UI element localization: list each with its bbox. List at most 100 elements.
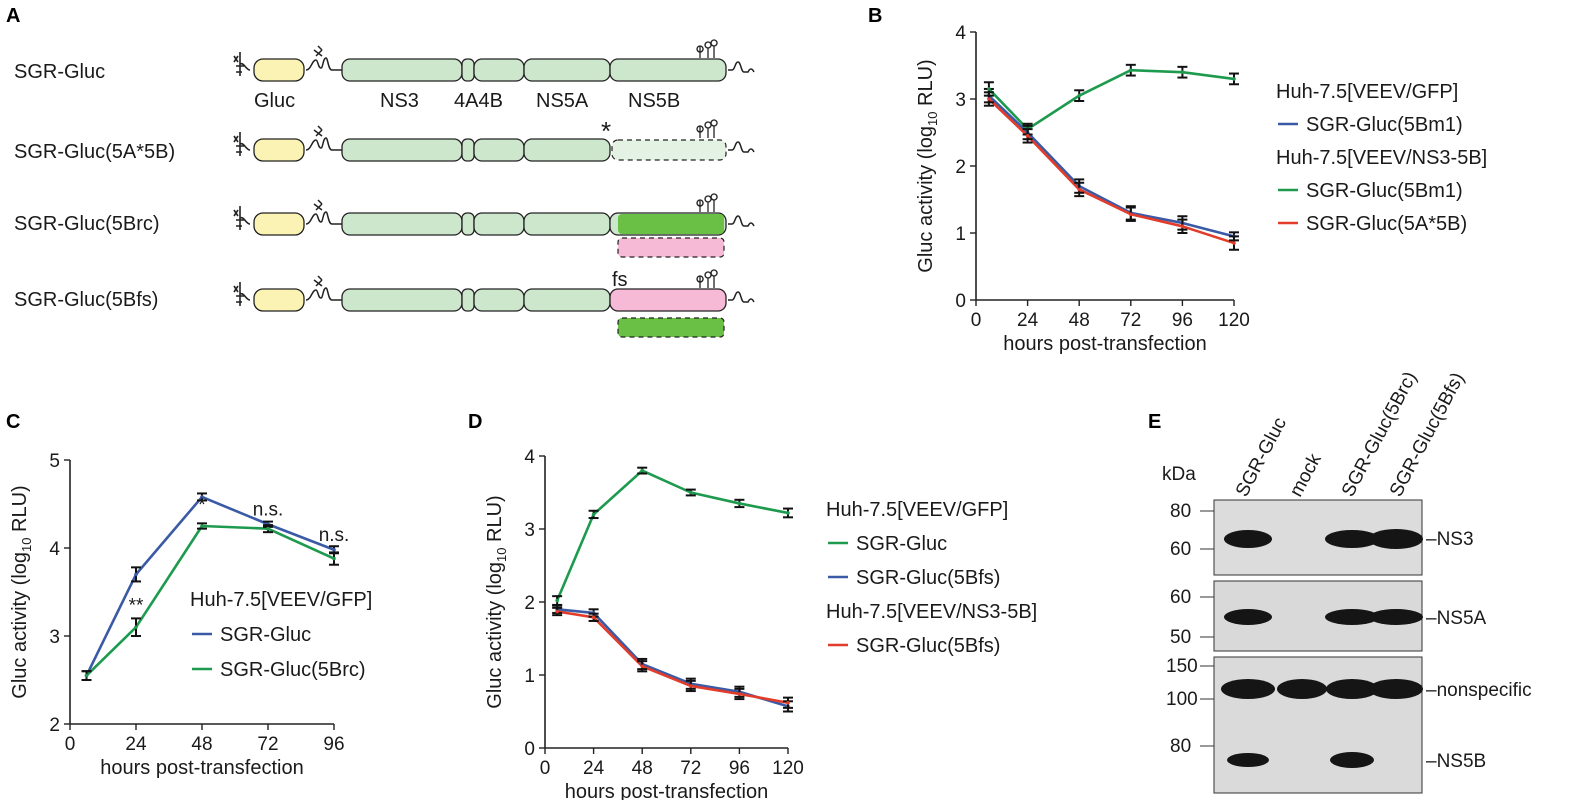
legend-title: Huh-7.5[VEEV/GFP] [190,589,372,611]
y-tick-label: 3 [49,627,60,648]
mw-marker: 60 [1170,587,1191,608]
data-point [1077,187,1081,192]
utr-5-icon [233,132,251,156]
ns5a-segment [523,212,611,236]
error-bar [81,670,92,681]
mw-marker: 50 [1170,627,1191,648]
data-point [1180,70,1185,74]
x-tick-label: 48 [191,734,212,755]
y-tick-label: 3 [955,90,966,111]
y-tick-label: 4 [49,539,60,560]
data-point [689,490,693,495]
x-tick-label: 120 [1218,310,1250,331]
legend-label: SGR-Gluc [856,533,947,555]
legend-title: Huh-7.5[VEEV/GFP] [1276,81,1458,103]
blot-strip-ns5b [1213,656,1423,794]
segment-label-ns5a: NS5A [536,90,589,112]
data-point [591,615,596,620]
data-point [987,87,991,91]
data-point [689,684,693,688]
y-tick-label: 0 [955,291,966,312]
mw-marker: 150 [1166,656,1198,677]
utr-5-icon [233,282,251,306]
chart-panel-b: 0 1 2 3 4 0 24 48 72 96 120 hours post-transfection… [915,23,1487,355]
segment-label-ns3: NS3 [380,90,419,112]
lane-label: mock [1286,450,1326,500]
data-point [200,495,204,499]
error-bar [1177,65,1188,79]
y-tick-label: 1 [524,666,535,687]
construct-map-row-2: * [233,116,755,162]
band [1325,530,1379,548]
legend-label: SGR-Gluc(5Brc) [220,659,366,681]
y-axis-label: Gluc activity (log10 RLU) [915,59,940,272]
error-bar [685,679,696,693]
data-point [1077,93,1081,98]
segment-label-4a4b: 4A4B [454,90,503,112]
significance-annotation: n.s. [319,525,350,546]
data-point [555,598,559,603]
y-axis-label: Gluc activity (log10 RLU) [9,485,34,698]
series-line [85,495,335,677]
error-bar [1074,181,1085,198]
ires-icon [305,199,342,225]
error-bar [783,696,793,709]
x-tick-label: 72 [680,758,701,779]
error-bar [637,660,648,673]
data-point [640,468,644,473]
legend-label: SGR-Gluc(5A*5B) [1306,213,1467,235]
y-tick-label: 3 [524,520,535,541]
x-tick-label: 24 [1017,310,1039,331]
utr-3-icon [728,141,755,153]
data-point [1180,224,1185,229]
series-line [988,98,1235,245]
band [1369,529,1423,549]
panel-label-e: E [1148,411,1161,433]
panel-label-c: C [6,411,20,433]
protein-label: –NS3 [1426,529,1474,550]
x-axis-label: hours post-transfection [100,757,303,779]
significance-annotation: * [198,495,206,516]
gluc-segment [253,58,305,82]
data-point [200,524,204,528]
band [1277,679,1327,699]
error-bar [685,488,696,497]
series-line [556,610,789,705]
ns5b-alt-frame [617,237,725,258]
chart-panel-c: 2 3 4 5 0 24 48 72 96 hours post-transfection Gluc… [9,451,372,779]
panel-label-d: D [468,411,482,433]
panel-a-constructs: SGR-Gluc SGR-Gluc(5A*5B) SGR-Gluc(5Brc) … [14,39,755,338]
utr-3-icon [728,215,755,227]
ns5a-segment [523,58,611,82]
ns4a-segment [461,288,475,312]
lane-label: SGR-Gluc [1232,414,1291,500]
data-point [134,625,138,629]
protein-label: –nonspecific [1426,680,1532,701]
utr-5-icon [233,206,251,230]
data-point [591,512,596,517]
x-tick-label: 96 [323,734,344,755]
band [1326,679,1378,699]
band [1330,752,1374,768]
significance-annotation: ** [129,595,144,616]
data-point [266,526,270,531]
band [1224,530,1272,548]
mw-marker: 80 [1170,736,1191,757]
panel-e-western-blot: kDa SGR-Gluc mock SGR-Gluc(5Brc) SGR-Glu… [1162,368,1532,794]
construct-name: SGR-Gluc(5Bfs) [14,289,158,311]
y-tick-label: 1 [955,224,966,245]
x-tick-label: 24 [583,758,605,779]
ns4b-segment [473,212,525,236]
y-tick-label: 2 [524,593,535,614]
ns4a-segment [461,138,475,162]
y-tick-label: 4 [955,23,966,44]
data-point [134,572,138,577]
utr-3-icon [728,291,755,303]
data-point [987,97,991,101]
x-tick-label: 48 [1069,310,1090,331]
error-bar [983,91,994,107]
segment-label-ns5b: NS5B [628,90,680,112]
x-axis-label: hours post-transfection [1003,333,1206,355]
ns5a-segment [523,138,611,162]
band [1221,679,1275,699]
